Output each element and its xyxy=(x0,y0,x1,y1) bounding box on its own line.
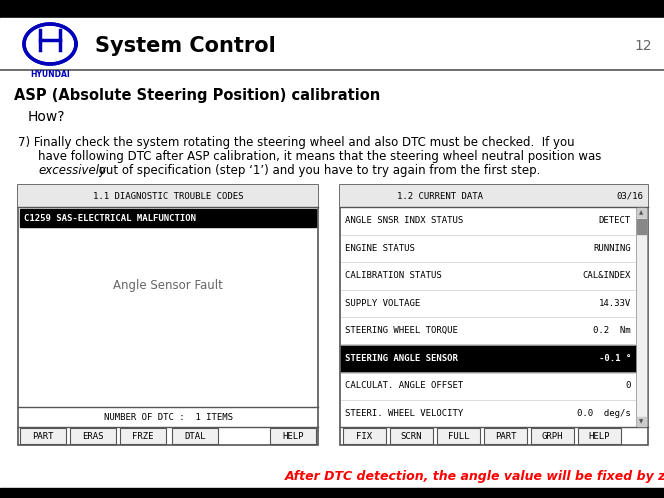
Text: CAL&INDEX: CAL&INDEX xyxy=(582,271,631,280)
Bar xyxy=(484,428,527,444)
Text: How?: How? xyxy=(28,110,66,124)
Text: NUMBER OF DTC :  1 ITEMS: NUMBER OF DTC : 1 ITEMS xyxy=(104,412,232,421)
Bar xyxy=(531,428,574,444)
Text: STEERING WHEEL TORQUE: STEERING WHEEL TORQUE xyxy=(345,326,458,335)
Text: 03/16: 03/16 xyxy=(616,192,643,201)
Text: DTAL: DTAL xyxy=(184,431,206,441)
Text: HELP: HELP xyxy=(282,431,303,441)
Text: FRZE: FRZE xyxy=(132,431,154,441)
Text: GRPH: GRPH xyxy=(542,431,563,441)
Text: STEERI. WHEEL VELOCITY: STEERI. WHEEL VELOCITY xyxy=(345,409,463,418)
Bar xyxy=(172,428,218,444)
Text: excessively: excessively xyxy=(38,164,106,177)
Bar xyxy=(341,345,635,372)
Text: ERAS: ERAS xyxy=(82,431,104,441)
Bar xyxy=(340,185,648,207)
Text: PART: PART xyxy=(495,431,516,441)
Text: 0.0  deg/s: 0.0 deg/s xyxy=(577,409,631,418)
Text: PART: PART xyxy=(33,431,54,441)
Text: 0.2  Nm: 0.2 Nm xyxy=(594,326,631,335)
Text: 1.2 CURRENT DATA: 1.2 CURRENT DATA xyxy=(397,192,483,201)
Bar xyxy=(636,207,647,427)
Bar xyxy=(120,428,166,444)
Bar xyxy=(340,185,648,445)
Text: Angle Sensor Fault: Angle Sensor Fault xyxy=(113,278,223,291)
Text: STEERING ANGLE SENSOR: STEERING ANGLE SENSOR xyxy=(345,354,458,363)
Text: SUPPLY VOLTAGE: SUPPLY VOLTAGE xyxy=(345,299,420,308)
Bar xyxy=(270,428,316,444)
Bar xyxy=(70,428,116,444)
Bar xyxy=(18,185,318,207)
Bar xyxy=(578,428,621,444)
Text: DETECT: DETECT xyxy=(599,216,631,225)
Bar xyxy=(0,18,664,70)
Bar xyxy=(437,428,480,444)
Text: -0.1 °: -0.1 ° xyxy=(599,354,631,363)
Text: ▼: ▼ xyxy=(639,419,643,424)
Text: HYUNDAI: HYUNDAI xyxy=(30,70,70,79)
Bar xyxy=(0,0,664,18)
Text: HELP: HELP xyxy=(589,431,610,441)
Text: FIX: FIX xyxy=(357,431,373,441)
Bar xyxy=(343,428,386,444)
Text: out of specification (step ‘1’) and you have to try again from the first step.: out of specification (step ‘1’) and you … xyxy=(95,164,540,177)
Text: have following DTC after ASP calibration, it means that the steering wheel neutr: have following DTC after ASP calibration… xyxy=(38,150,602,163)
Bar xyxy=(637,417,646,426)
Text: 1.1 DIAGNOSTIC TROUBLE CODES: 1.1 DIAGNOSTIC TROUBLE CODES xyxy=(93,192,243,201)
Bar xyxy=(20,428,66,444)
Bar xyxy=(637,208,646,217)
Text: 12: 12 xyxy=(634,39,652,53)
Text: ▲: ▲ xyxy=(639,210,643,215)
Bar xyxy=(18,185,318,445)
Text: System Control: System Control xyxy=(95,36,276,56)
Bar xyxy=(20,209,316,227)
Text: 14.33V: 14.33V xyxy=(599,299,631,308)
Bar xyxy=(390,428,433,444)
Text: CALCULAT. ANGLE OFFSET: CALCULAT. ANGLE OFFSET xyxy=(345,381,463,390)
Text: SCRN: SCRN xyxy=(401,431,422,441)
Text: FULL: FULL xyxy=(448,431,469,441)
Text: CALIBRATION STATUS: CALIBRATION STATUS xyxy=(345,271,442,280)
Text: 0: 0 xyxy=(625,381,631,390)
Text: ENGINE STATUS: ENGINE STATUS xyxy=(345,244,415,253)
Text: ASP (Absolute Steering Position) calibration: ASP (Absolute Steering Position) calibra… xyxy=(14,88,380,103)
Text: C1259 SAS-ELECTRICAL MALFUNCTION: C1259 SAS-ELECTRICAL MALFUNCTION xyxy=(24,214,196,223)
Text: ANGLE SNSR INDX STATUS: ANGLE SNSR INDX STATUS xyxy=(345,216,463,225)
Bar xyxy=(0,488,664,498)
Text: After DTC detection, the angle value will be fixed by zero.: After DTC detection, the angle value wil… xyxy=(286,470,664,483)
Text: 7) Finally check the system rotating the steering wheel and also DTC must be che: 7) Finally check the system rotating the… xyxy=(18,136,574,149)
Polygon shape xyxy=(24,24,76,64)
Bar xyxy=(637,219,646,234)
Text: RUNNING: RUNNING xyxy=(594,244,631,253)
